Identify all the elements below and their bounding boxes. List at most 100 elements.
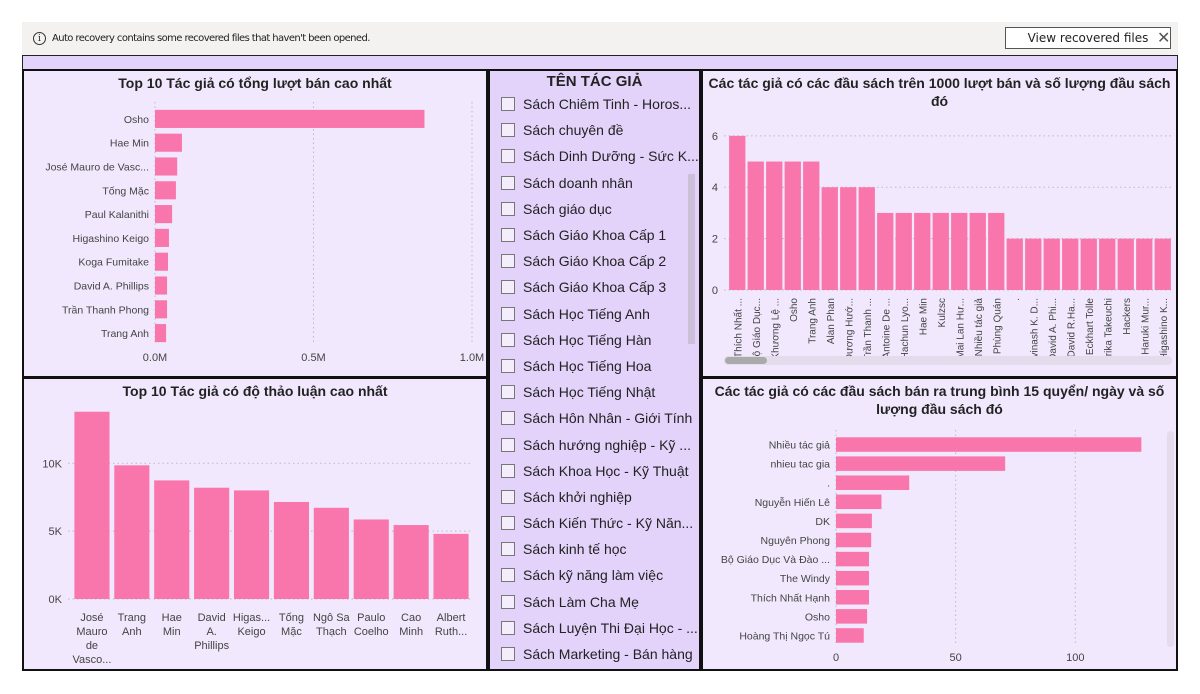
slicer-item[interactable]: Sách doanh nhân (490, 170, 699, 196)
checkbox[interactable] (501, 594, 515, 609)
chart-title: Top 10 Tác giả có độ thảo luận cao nhất (122, 383, 388, 399)
category-label: José Mauro de Vasco... (72, 612, 111, 666)
bar (1062, 238, 1079, 290)
slicer-item[interactable]: Sách chuyên đề (490, 117, 699, 143)
slicer-item[interactable]: Sách Hôn Nhân - Giới Tính (490, 405, 699, 431)
bar (836, 532, 872, 548)
checkbox[interactable] (501, 332, 515, 347)
bar (821, 187, 838, 290)
bar (784, 161, 801, 290)
checkbox[interactable] (501, 149, 515, 164)
category-label: Osho (124, 114, 149, 126)
slicer-item-label: Sách Giáo Khoa Cấp 2 (523, 253, 667, 270)
category-label: Trang Anh (807, 298, 818, 344)
checkbox[interactable] (501, 463, 515, 478)
category-label: David A. Phillips (74, 281, 149, 293)
slicer-item[interactable]: Sách Chiêm Tinh - Horos... (490, 91, 699, 117)
tick-label: 0.5M (301, 352, 325, 364)
vertical-scrollbar[interactable] (1167, 431, 1174, 647)
bar (114, 465, 150, 599)
bar (74, 411, 110, 599)
bar (836, 437, 1142, 452)
slicer-item[interactable]: Sách Làm Cha Mẹ (490, 589, 699, 615)
checkbox[interactable] (501, 201, 515, 216)
bar (353, 519, 389, 599)
checkbox[interactable] (501, 306, 515, 321)
category-label: Hoàng Thị Ngọc Tú (739, 630, 830, 642)
chart-svg: 0 50 100 Nhiều tác giả nhieu tac gia. Nguyễn … (721, 430, 1174, 664)
checkbox[interactable] (501, 647, 515, 662)
slicer-item[interactable]: Sách Giáo Khoa Cấp 2 (490, 248, 699, 274)
category-label: Nhiều tác giả (769, 440, 830, 452)
category-label: Nhiều tác giả (973, 298, 985, 357)
slicer-item[interactable]: Sách kỹ năng làm việc (490, 562, 699, 588)
slicer-item[interactable]: Sách Khoa Học - Kỹ Thuật (490, 458, 699, 484)
slicer-item-label: Sách Dinh Dưỡng - Sức K... (523, 148, 699, 165)
slicer-item[interactable]: Sách Học Tiếng Hoa (490, 353, 699, 379)
bar (951, 212, 968, 290)
bar (836, 475, 910, 490)
checkbox[interactable] (501, 568, 515, 583)
slicer-item[interactable]: Sách Giáo Khoa Cấp 1 (490, 222, 699, 248)
bar (1154, 238, 1171, 290)
slicer-item[interactable]: Sách hướng nghiệp - Kỹ ... (490, 431, 699, 457)
bar (393, 525, 429, 599)
checkbox[interactable] (501, 489, 515, 504)
slicer-item[interactable]: Sách khởi nghiệp (490, 484, 699, 510)
bar (155, 228, 169, 247)
checkbox[interactable] (501, 411, 515, 426)
view-recovered-files-button[interactable]: View recovered files (1005, 27, 1171, 49)
close-icon[interactable]: ✕ (1157, 28, 1171, 47)
slicer-item-label: Sách giáo dục (523, 200, 612, 217)
category-label: Kulzsc (937, 298, 948, 327)
category-label: Cao Minh (399, 612, 423, 638)
category-label: Trần Thanh ... (862, 298, 874, 360)
slicer-item[interactable]: Sách Kiến Thức - Kỹ Năn... (490, 510, 699, 536)
scrollbar-thumb[interactable] (725, 357, 767, 364)
tick-label: 5K (49, 526, 63, 538)
category-label: Hae Min (162, 612, 182, 638)
slicer-item-label: Sách Học Tiếng Hoa (523, 357, 652, 374)
category-label: Nguyễn Hiến Lê (755, 496, 830, 509)
slicer-item-label: Sách Kiến Thức - Kỹ Năn... (523, 515, 694, 532)
top-discussion-authors-chart: Top 10 Tác giả có độ thảo luận cao nhất … (22, 377, 488, 671)
bar (803, 161, 820, 290)
bar (1043, 238, 1060, 290)
slicer-item[interactable]: Sách Giáo Khoa Cấp 3 (490, 274, 699, 300)
horizontal-scrollbar[interactable] (724, 356, 1172, 365)
bar (747, 161, 764, 290)
slicer-item[interactable]: Sách Học Tiếng Anh (490, 301, 699, 327)
bar (1080, 238, 1097, 290)
category-label: Higashino Keigo (73, 233, 150, 245)
checkbox[interactable] (501, 228, 515, 243)
checkbox[interactable] (501, 437, 515, 452)
checkbox[interactable] (501, 123, 515, 138)
bar (836, 494, 882, 510)
checkbox[interactable] (501, 542, 515, 557)
slicer-scrollbar[interactable] (688, 174, 695, 344)
checkbox[interactable] (501, 516, 515, 531)
checkbox[interactable] (501, 280, 515, 295)
checkbox[interactable] (501, 175, 515, 190)
category-label: . (1011, 298, 1022, 301)
authors-over-1000-sales-chart: Các tác giả có các đầu sách trên 1000 lư… (701, 69, 1178, 378)
slicer-item[interactable]: Sách kinh tế học (490, 536, 699, 562)
slicer-item[interactable]: Sách Học Tiếng Hàn (490, 327, 699, 353)
author-slicer: TÊN TÁC GIẢ Sách Chiêm Tinh - Horos... Sá… (488, 69, 701, 671)
slicer-item[interactable]: Sách Luyện Thi Đại Học - ... (490, 615, 699, 641)
checkbox[interactable] (501, 97, 515, 112)
slicer-item[interactable]: Sách Dinh Dưỡng - Sức K... (490, 143, 699, 169)
slicer-item[interactable]: Sách giáo dục (490, 196, 699, 222)
checkbox[interactable] (501, 358, 515, 373)
checkbox[interactable] (501, 254, 515, 269)
slicer-item-label: Sách kỹ năng làm việc (523, 567, 664, 584)
checkbox[interactable] (501, 620, 515, 635)
category-label: Nguyên Phong (761, 535, 831, 547)
checkbox[interactable] (501, 385, 515, 400)
category-label: nhieu tac gia (770, 459, 830, 471)
chart-title: Các tác giả có các đầu sách trên 1000 lư… (708, 75, 1171, 109)
slicer-item[interactable]: Sách Marketing - Bán hàng (490, 641, 699, 667)
slicer-item[interactable]: Sách Học Tiếng Nhật (490, 379, 699, 405)
category-label: Dương Hướ... (844, 298, 855, 361)
bar (858, 187, 875, 290)
